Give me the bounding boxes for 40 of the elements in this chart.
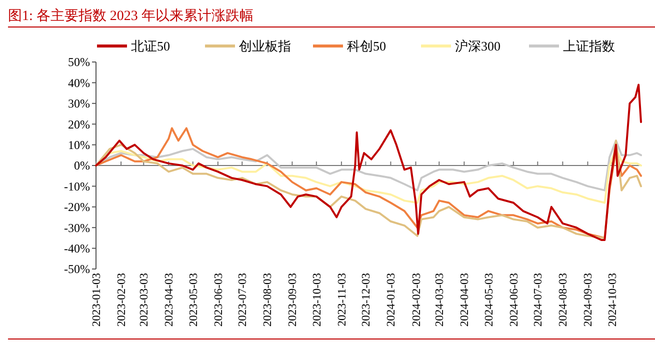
x-tick-label: 2023-07-03 [237,272,250,327]
y-tick-label: 40% [68,76,90,90]
legend-label: 创业板指 [239,38,291,54]
x-tick-label: 2024-08-03 [558,272,570,327]
x-tick-label: 2023-11-03 [336,272,348,326]
legend-label: 上证指数 [563,38,615,54]
legend-label: 沪深300 [455,38,500,54]
x-tick-label: 2023-04-03 [164,272,176,327]
x-tick-label: 2024-02-03 [410,272,423,327]
x-tick-label: 2024-10-03 [606,272,619,327]
x-tick-label: 2023-02-03 [116,272,128,327]
x-tick-label: 2023-12-03 [360,272,373,327]
x-tick-label: 2024-05-03 [483,272,496,327]
x-tick-label: 2023-08-03 [262,272,274,327]
x-tick-label: 2024-03-03 [434,272,446,327]
y-tick-label: -40% [64,242,90,256]
y-tick-label: -50% [64,262,90,276]
x-tick-label: 2024-07-03 [532,272,545,327]
legend-label: 北证50 [131,38,170,54]
y-tick-label: 20% [68,117,90,132]
y-tick-label: 0% [74,158,90,173]
y-tick-label: 50% [68,55,90,70]
y-tick-label: 10% [68,138,90,152]
x-tick-label: 2023-03-03 [138,272,151,327]
y-tick-label: 30% [68,96,90,111]
x-tick-label: 2024-04-03 [459,272,472,327]
x-tick-label: 2024-06-03 [508,272,520,327]
x-tick-label: 2024-01-03 [386,272,398,327]
line-series [95,84,642,242]
chart-title: 图1: 各主要指数 2023 年以来累计涨跌幅 [8,8,254,24]
x-tick-label: 2023-10-03 [311,272,324,327]
x-tick-label: 2023-01-03 [91,272,104,327]
y-tick-label: -30% [64,220,90,235]
x-tick-label: 2023-05-03 [188,272,200,327]
x-tick-label: 2024-09-03 [582,272,595,327]
x-tick-label: 2023-09-03 [287,272,300,327]
y-tick-label: -10% [64,179,90,194]
legend-label: 科创50 [347,38,386,54]
y-tick-label: -20% [64,200,90,214]
x-tick-label: 2023-06-03 [212,272,225,327]
